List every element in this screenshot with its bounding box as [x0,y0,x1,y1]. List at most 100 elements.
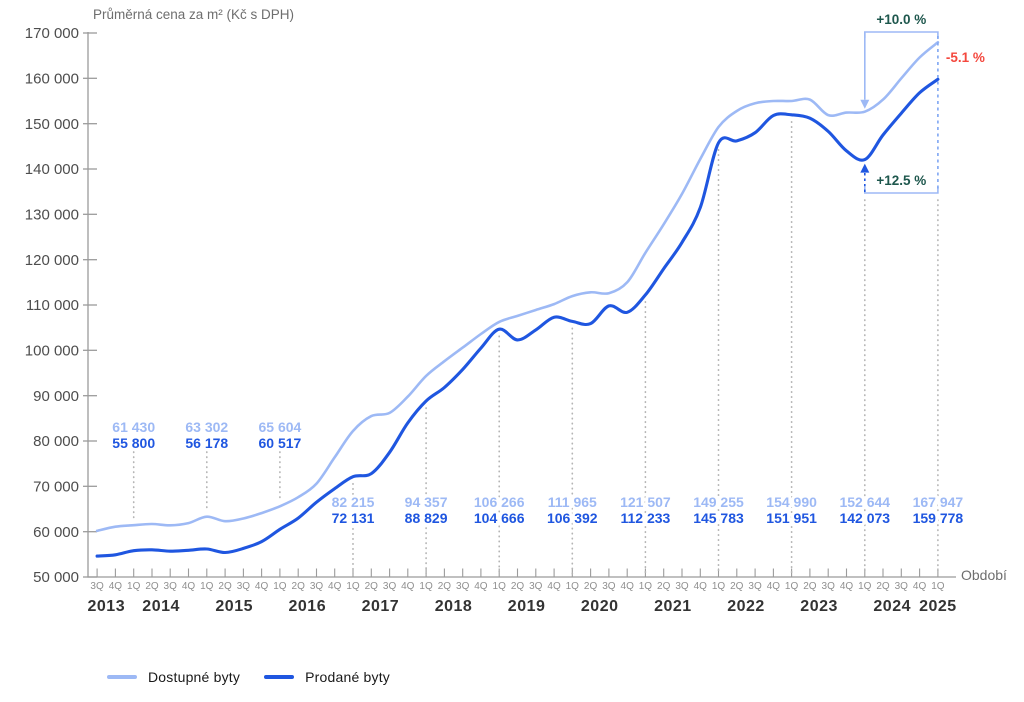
legend-label-available: Dostupné byty [148,669,241,685]
svg-text:55 800: 55 800 [112,435,155,451]
svg-text:1Q: 1Q [127,581,141,592]
svg-text:1Q: 1Q [273,581,287,592]
svg-text:1Q: 1Q [346,581,360,592]
svg-text:2018: 2018 [435,598,473,615]
svg-text:70 000: 70 000 [33,479,79,496]
svg-text:2022: 2022 [727,598,765,615]
svg-text:80 000: 80 000 [33,433,79,450]
y-axis-title: Průměrná cena za m² (Kč s DPH) [93,7,295,22]
svg-text:60 000: 60 000 [33,524,79,541]
quarter-guide-lines [132,120,939,575]
svg-text:159 778: 159 778 [913,510,964,526]
x-axis-title: Období [961,567,1007,583]
svg-text:2014: 2014 [142,598,180,615]
svg-text:2Q: 2Q [584,581,598,592]
svg-text:4Q: 4Q [621,581,635,592]
svg-text:112 233: 112 233 [620,510,670,526]
svg-text:1Q: 1Q [931,581,945,592]
svg-text:110 000: 110 000 [26,297,79,314]
svg-text:50 000: 50 000 [33,569,79,586]
svg-text:2016: 2016 [289,598,327,615]
svg-text:1Q: 1Q [712,581,726,592]
svg-text:3Q: 3Q [748,581,762,592]
svg-text:3Q: 3Q [237,581,251,592]
svg-text:152 644: 152 644 [839,494,890,510]
svg-text:149 255: 149 255 [693,494,744,510]
svg-text:3Q: 3Q [675,581,689,592]
svg-text:2015: 2015 [215,598,253,615]
svg-text:145 783: 145 783 [693,510,744,526]
svg-text:2Q: 2Q [438,581,452,592]
legend-swatch-sold-line [264,675,295,679]
annotation-labels: +10.0 % +12.5 % -5.1 % [874,10,988,191]
svg-text:94 357: 94 357 [405,494,448,510]
svg-text:1Q: 1Q [858,581,872,592]
svg-text:151 951: 151 951 [766,510,817,526]
svg-text:142 073: 142 073 [839,510,890,526]
svg-text:1Q: 1Q [493,581,507,592]
svg-text:2Q: 2Q [365,581,379,592]
legend-label-sold: Prodané byty [305,669,391,685]
svg-text:130 000: 130 000 [25,207,79,224]
svg-text:2020: 2020 [581,598,619,615]
svg-text:160 000: 160 000 [25,71,79,88]
legend-item-available: Dostupné byty [107,669,240,685]
svg-text:3Q: 3Q [90,581,104,592]
svg-text:170 000: 170 000 [25,25,79,42]
annotation-brackets [860,31,939,194]
svg-text:4Q: 4Q [767,581,781,592]
sold-line [95,77,940,558]
legend-swatch-available-line [107,675,137,679]
svg-text:4Q: 4Q [182,581,196,592]
svg-text:4Q: 4Q [913,581,927,592]
svg-text:90 000: 90 000 [33,388,79,405]
svg-text:2Q: 2Q [803,581,817,592]
svg-text:88 829: 88 829 [405,510,448,526]
svg-text:2017: 2017 [362,598,400,615]
svg-text:1Q: 1Q [566,581,580,592]
svg-text:2Q: 2Q [145,581,159,592]
svg-text:63 302: 63 302 [185,419,228,435]
svg-text:100 000: 100 000 [25,343,79,360]
svg-text:111 965: 111 965 [548,494,597,510]
svg-text:60 517: 60 517 [258,435,301,451]
svg-text:150 000: 150 000 [25,116,79,133]
svg-text:61 430: 61 430 [112,419,155,435]
svg-text:1Q: 1Q [200,581,214,592]
svg-text:2Q: 2Q [511,581,525,592]
svg-text:3Q: 3Q [164,581,178,592]
sold-yoy-label: +12.5 % [876,173,926,188]
svg-text:4Q: 4Q [328,581,342,592]
price-gap-label: -5.1 % [946,50,985,65]
svg-text:3Q: 3Q [456,581,470,592]
svg-text:106 266: 106 266 [474,494,525,510]
svg-text:82 215: 82 215 [332,494,375,510]
legend: Dostupné byty Prodané byty [107,669,414,685]
svg-text:140 000: 140 000 [25,161,79,178]
svg-text:2023: 2023 [800,598,838,615]
svg-text:1Q: 1Q [785,581,799,592]
legend-item-sold: Prodané byty [264,669,390,685]
svg-text:4Q: 4Q [401,581,415,592]
svg-text:121 507: 121 507 [620,494,671,510]
svg-text:106 392: 106 392 [547,510,598,526]
svg-text:3Q: 3Q [310,581,324,592]
axes: 50 000 60 000 70 000 80 000 90 000 100 000 110… [25,25,957,615]
svg-text:4Q: 4Q [547,581,561,592]
svg-text:104 666: 104 666 [474,510,525,526]
svg-text:2024: 2024 [873,598,911,615]
svg-text:3Q: 3Q [822,581,836,592]
svg-text:2019: 2019 [508,598,546,615]
svg-text:3Q: 3Q [529,581,543,592]
svg-text:2013: 2013 [88,598,126,615]
svg-text:3Q: 3Q [383,581,397,592]
svg-text:154 990: 154 990 [766,494,817,510]
available-yoy-label: +10.0 % [876,12,926,27]
svg-text:65 604: 65 604 [258,419,301,435]
svg-text:2025: 2025 [919,598,957,615]
available-line [95,41,940,533]
svg-text:167 947: 167 947 [913,494,964,510]
svg-text:4Q: 4Q [255,581,269,592]
